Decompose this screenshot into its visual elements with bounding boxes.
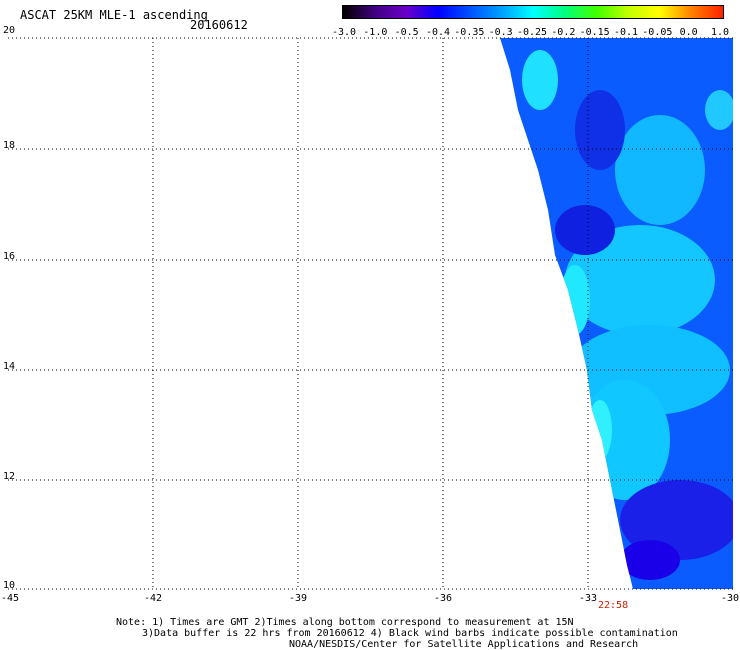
- y-tick-label: 14: [3, 361, 16, 372]
- x-tick-label: -36: [433, 593, 453, 604]
- colorbar: [342, 5, 724, 19]
- x-tick-label: -45: [0, 593, 20, 604]
- colorbar-label: -0.1: [613, 27, 639, 38]
- colorbar-label: -0.3: [488, 27, 513, 38]
- map-title: ASCAT 25KM MLE-1 ascending: [20, 8, 208, 22]
- y-tick-label: 18: [3, 140, 16, 151]
- colorbar-label: -0.4: [425, 27, 451, 38]
- note-line-2: 3)Data buffer is 22 hrs from 20160612 4)…: [142, 628, 678, 639]
- colorbar-label: 1.0: [710, 27, 730, 38]
- colorbar-label: -0.25: [516, 27, 548, 38]
- y-tick-label: 10: [3, 580, 16, 591]
- note-line-3: NOAA/NESDIS/Center for Satellite Applica…: [289, 639, 639, 650]
- x-tick-label: -30: [720, 593, 740, 604]
- y-tick-label: 16: [3, 251, 16, 262]
- swath-data: [500, 38, 733, 589]
- colorbar-label: -0.2: [551, 27, 576, 38]
- colorbar-label: -0.05: [642, 27, 673, 38]
- x-tick-label: -42: [143, 593, 163, 604]
- colorbar-label: -0.35: [454, 27, 485, 38]
- colorbar-label: -3.0: [331, 27, 357, 38]
- colorbar-label: -1.0: [363, 27, 388, 38]
- x-tick-label: -33: [578, 593, 598, 604]
- colorbar-label: -0.5: [394, 27, 419, 38]
- y-tick-label: 20: [3, 25, 16, 36]
- x-tick-label: -39: [288, 593, 308, 604]
- swath-time-label: 22:58: [598, 600, 629, 611]
- map-date: 20160612: [190, 18, 248, 32]
- colorbar-label: 0.0: [679, 27, 698, 38]
- graticule: [8, 37, 733, 590]
- note-line-1: Note: 1) Times are GMT 2)Times along bot…: [116, 617, 574, 628]
- colorbar-label: -0.15: [579, 27, 610, 38]
- y-tick-label: 12: [3, 471, 16, 482]
